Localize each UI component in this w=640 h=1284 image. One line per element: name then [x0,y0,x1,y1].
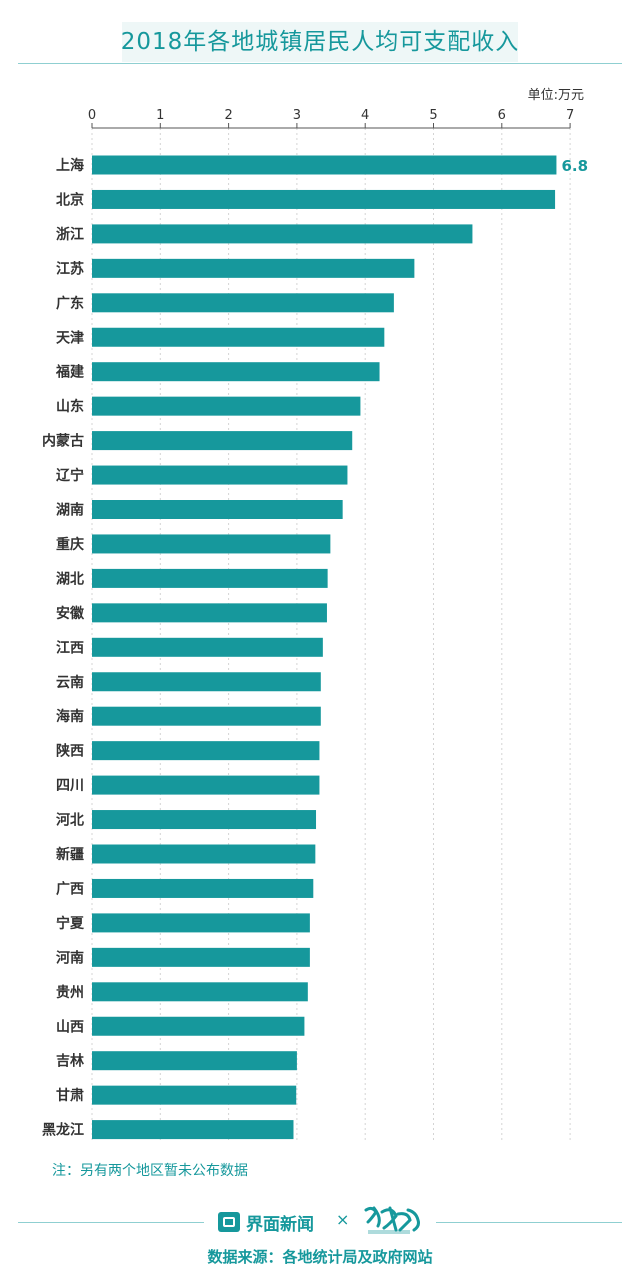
data-label: 6.8 [561,157,588,175]
bar-新疆 [92,844,316,864]
category-label: 山东 [56,398,84,415]
x-tick-label: 3 [293,108,301,123]
category-label: 黑龙江 [42,1122,84,1139]
category-label: 海南 [56,708,84,725]
bar-云南 [92,672,321,692]
category-labels: 上海北京浙江江苏广东天津福建山东内蒙古辽宁湖南重庆湖北安徽江西云南海南陕西四川河… [42,157,85,1139]
category-label: 四川 [56,778,84,794]
category-label: 贵州 [56,984,84,1001]
bar-chart: 0 1 2 3 4 5 6 7 上海北京浙江江苏广东天津福建山东内蒙古辽宁湖南重庆湖北安徽江西… [42,108,588,1142]
footer-rule-left [18,1222,204,1223]
category-label: 浙江 [56,226,84,243]
x-tick-label: 6 [498,108,506,123]
category-label: 天津 [56,329,84,346]
category-label: 上海 [56,157,84,174]
category-label: 福建 [55,364,84,381]
bar-广西 [92,878,314,898]
footnote: 注：另有两个地区暂未公布数据 [52,1163,248,1179]
bar-宁夏 [92,913,310,933]
bar-广东 [92,293,394,313]
bar-江西 [92,637,323,657]
bar-安徽 [92,603,327,623]
data-wire-logo-icon [364,1206,420,1234]
bar-上海 [92,155,557,175]
title-divider [18,63,622,64]
bar-贵州 [92,982,308,1002]
bar-湖南 [92,500,343,519]
bar-福建 [92,362,380,382]
bar-北京 [92,189,556,209]
bar-甘肃 [92,1085,297,1105]
x-tick-label: 5 [429,108,437,123]
bar-四川 [92,775,320,795]
category-label: 河南 [56,949,84,966]
x-tick-label: 1 [156,108,164,123]
category-label: 山西 [56,1019,84,1035]
category-label: 云南 [56,674,84,691]
page-title: 2018年各地城镇居民人均可支配收入 [120,29,520,55]
bar-黑龙江 [92,1120,294,1140]
unit-label: 单位:万元 [527,88,584,103]
category-label: 江西 [56,639,84,656]
brand-name: 界面新闻 [246,1214,314,1235]
bar-内蒙古 [92,431,353,451]
x-tick-label: 7 [566,108,574,123]
category-label: 湖南 [56,502,84,519]
title-highlight [122,22,518,62]
bar-海南 [92,706,321,726]
jiemian-logo-icon [218,1212,240,1232]
category-label: 吉林 [56,1053,84,1070]
data-labels: 6.8 [561,157,588,175]
category-label: 辽宁 [56,467,84,484]
category-label: 北京 [56,191,84,208]
bars [92,155,557,1140]
data-source: 数据来源：各地统计局及政府网站 [207,1248,433,1266]
times-sign: × [336,1210,350,1229]
bar-重庆 [92,534,331,554]
bar-吉林 [92,1051,297,1071]
bar-浙江 [92,224,473,244]
bar-山东 [92,396,361,416]
jiemian-brand: 界面新闻 [218,1208,314,1236]
category-label: 江苏 [56,260,84,277]
bar-江苏 [92,258,415,278]
x-tick-labels: 0 1 2 3 4 5 6 7 [88,108,574,123]
bar-天津 [92,327,385,347]
bar-河北 [92,810,317,830]
bar-辽宁 [92,465,348,485]
category-label: 甘肃 [56,1087,84,1104]
category-label: 广西 [56,880,84,897]
bar-湖北 [92,568,328,588]
bar-山西 [92,1016,305,1036]
category-label: 安徽 [56,605,85,622]
category-label: 湖北 [56,571,84,587]
category-label: 新疆 [56,846,84,863]
category-label: 重庆 [56,536,84,553]
x-tick-label: 4 [361,108,369,123]
grid-lines [91,123,571,1142]
x-tick-label: 0 [88,108,96,123]
footer-rule-right [436,1222,622,1223]
x-tick-label: 2 [224,108,232,123]
category-label: 陕西 [56,743,84,760]
bar-陕西 [92,741,320,761]
category-label: 河北 [56,812,84,829]
category-label: 广东 [56,295,84,312]
category-label: 宁夏 [56,915,85,932]
category-label: 内蒙古 [42,433,84,450]
bar-河南 [92,947,310,967]
